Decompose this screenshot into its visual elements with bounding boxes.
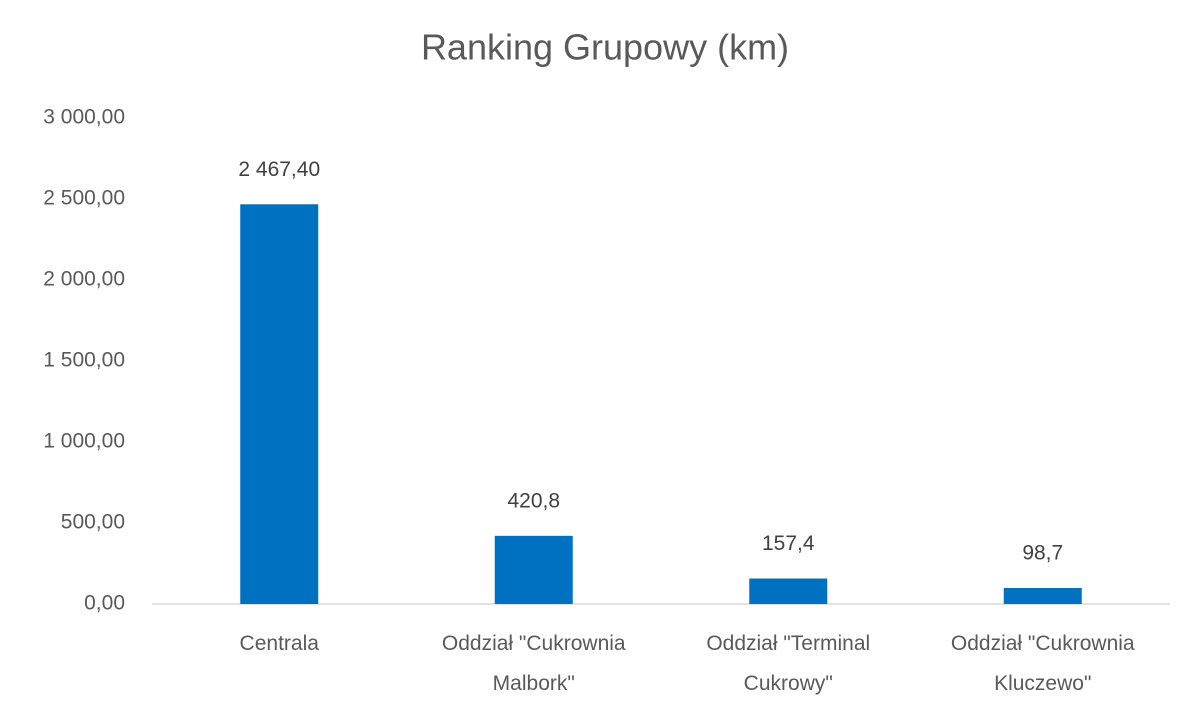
- y-tick-label: 0,00: [84, 592, 125, 615]
- x-tick-label: Oddział "Cukrownia Malbork": [441, 632, 626, 695]
- data-label: 420,8: [507, 489, 560, 512]
- data-label: 98,7: [1022, 542, 1063, 565]
- y-tick-label: 2 000,00: [43, 268, 125, 291]
- y-tick-label: 2 500,00: [43, 187, 125, 210]
- x-tick-label: Centrala: [239, 632, 319, 655]
- y-tick-label: 500,00: [61, 511, 125, 534]
- y-tick-label: 3 000,00: [43, 106, 125, 129]
- bar: [1003, 588, 1082, 604]
- x-tick-label: Oddział "Terminal Cukrowy": [706, 632, 871, 695]
- data-label: 2 467,40: [238, 158, 320, 181]
- x-tick-label: Oddział "Cukrownia Kluczewo": [950, 632, 1135, 695]
- y-tick-label: 1 500,00: [43, 349, 125, 372]
- bar: [749, 578, 828, 604]
- bar: [240, 204, 319, 605]
- y-tick-label: 1 000,00: [43, 430, 125, 453]
- chart-title: Ranking Grupowy (km): [421, 27, 789, 68]
- data-label: 157,4: [762, 532, 815, 555]
- bar: [494, 535, 573, 604]
